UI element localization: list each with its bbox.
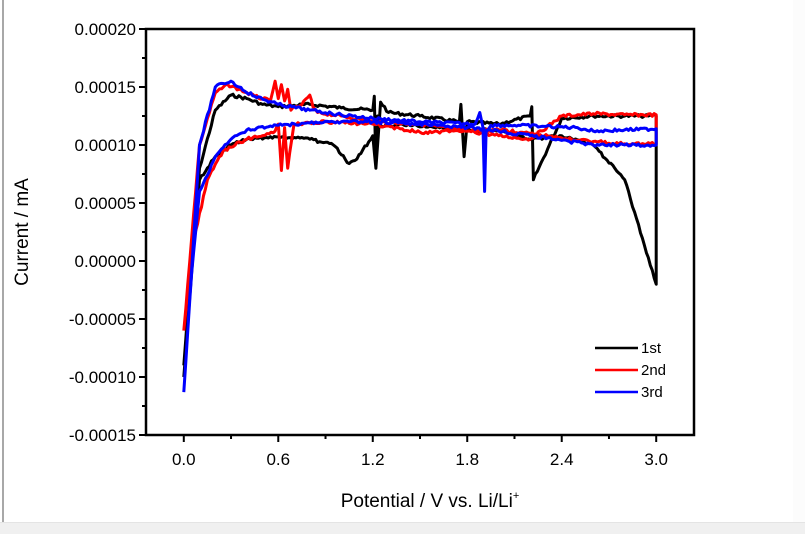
x-axis-title-main: Potential / V vs. Li/Li: [341, 491, 513, 512]
series-line-3rd: [182, 79, 658, 393]
series-line-1st: [182, 92, 658, 378]
plot-frame: [144, 27, 696, 437]
x-tick-label: 1.2: [361, 450, 385, 469]
legend-label: 1st: [641, 340, 662, 357]
window-left-border: [2, 0, 4, 522]
x-tick-label: 0.6: [266, 450, 290, 469]
y-tick-label: 0.00000: [75, 252, 136, 271]
x-tick-label: 2.4: [550, 450, 574, 469]
window-right-margin: [793, 0, 805, 522]
y-tick-label: -0.00015: [69, 426, 136, 445]
y-tick-label: -0.00010: [69, 368, 136, 387]
y-tick-label: 0.00010: [75, 136, 136, 155]
x-tick-label: 0.0: [172, 450, 196, 469]
legend: 1st 2nd 3rd: [595, 340, 666, 401]
x-axis: 0.0 0.6 1.2 1.8 2.4 3.0: [172, 435, 668, 469]
y-axis-title: Current / mA: [12, 178, 33, 286]
x-tick-label: 3.0: [644, 450, 668, 469]
y-tick-label: 0.00015: [75, 78, 136, 97]
y-tick-label: -0.00005: [69, 310, 136, 329]
cv-chart: 0.00020 0.00015 0.00010 0.00005 0.00000 -0.00…: [12, 20, 696, 512]
legend-label: 2nd: [641, 362, 666, 379]
x-axis-title: Potential / V vs. Li/Li+: [341, 490, 520, 512]
series-layer: [182, 79, 658, 393]
y-axis: 0.00020 0.00015 0.00010 0.00005 0.00000 -0.00…: [69, 20, 146, 445]
y-tick-label: 0.00020: [75, 20, 136, 39]
window-bottom-border: [0, 522, 805, 534]
y-tick-label: 0.00005: [75, 194, 136, 213]
legend-label: 3rd: [641, 384, 663, 401]
x-axis-title-superscript: +: [513, 490, 519, 502]
x-tick-label: 1.8: [455, 450, 479, 469]
